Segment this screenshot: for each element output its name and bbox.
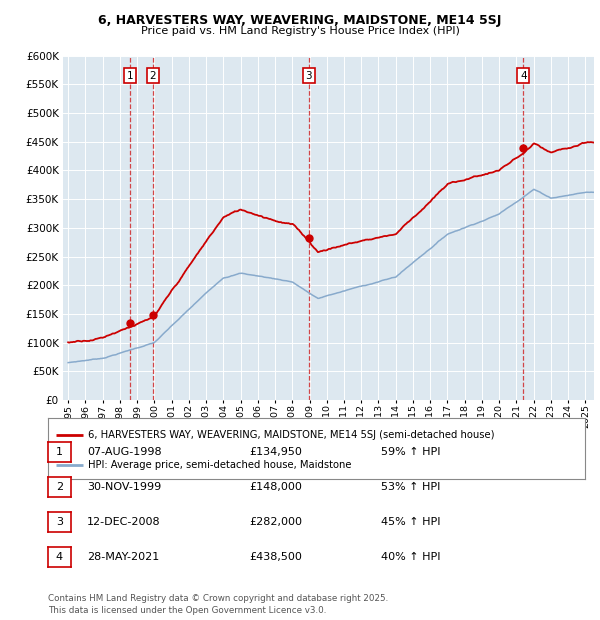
Text: 28-MAY-2021: 28-MAY-2021 xyxy=(87,552,159,562)
Text: 40% ↑ HPI: 40% ↑ HPI xyxy=(381,552,440,562)
Text: 4: 4 xyxy=(56,552,63,562)
Text: 59% ↑ HPI: 59% ↑ HPI xyxy=(381,447,440,457)
Text: 1: 1 xyxy=(127,71,134,81)
Text: Price paid vs. HM Land Registry's House Price Index (HPI): Price paid vs. HM Land Registry's House … xyxy=(140,26,460,36)
Text: 2: 2 xyxy=(149,71,156,81)
Text: 1: 1 xyxy=(56,447,63,457)
Text: 3: 3 xyxy=(56,517,63,527)
Text: 53% ↑ HPI: 53% ↑ HPI xyxy=(381,482,440,492)
Text: 6, HARVESTERS WAY, WEAVERING, MAIDSTONE, ME14 5SJ (semi-detached house): 6, HARVESTERS WAY, WEAVERING, MAIDSTONE,… xyxy=(88,430,495,440)
Text: £134,950: £134,950 xyxy=(249,447,302,457)
Text: Contains HM Land Registry data © Crown copyright and database right 2025.
This d: Contains HM Land Registry data © Crown c… xyxy=(48,594,388,615)
Text: 6, HARVESTERS WAY, WEAVERING, MAIDSTONE, ME14 5SJ: 6, HARVESTERS WAY, WEAVERING, MAIDSTONE,… xyxy=(98,14,502,27)
Text: £282,000: £282,000 xyxy=(249,517,302,527)
Text: 45% ↑ HPI: 45% ↑ HPI xyxy=(381,517,440,527)
Text: 07-AUG-1998: 07-AUG-1998 xyxy=(87,447,161,457)
Text: HPI: Average price, semi-detached house, Maidstone: HPI: Average price, semi-detached house,… xyxy=(88,460,352,471)
Text: 12-DEC-2008: 12-DEC-2008 xyxy=(87,517,161,527)
Text: £438,500: £438,500 xyxy=(249,552,302,562)
Text: 30-NOV-1999: 30-NOV-1999 xyxy=(87,482,161,492)
Text: 4: 4 xyxy=(520,71,527,81)
Text: 3: 3 xyxy=(305,71,312,81)
Text: 2: 2 xyxy=(56,482,63,492)
Text: £148,000: £148,000 xyxy=(249,482,302,492)
